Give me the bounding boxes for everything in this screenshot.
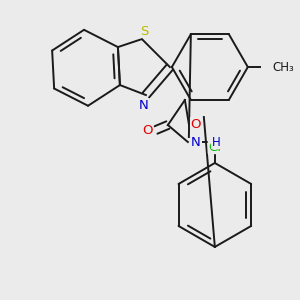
Text: CH₃: CH₃ (273, 61, 295, 74)
Text: O: O (190, 118, 201, 130)
Text: H: H (212, 136, 220, 148)
Text: N: N (191, 136, 201, 148)
Text: Cl: Cl (208, 140, 221, 154)
Text: O: O (142, 124, 153, 136)
Text: S: S (140, 25, 148, 38)
Text: N: N (139, 98, 149, 112)
